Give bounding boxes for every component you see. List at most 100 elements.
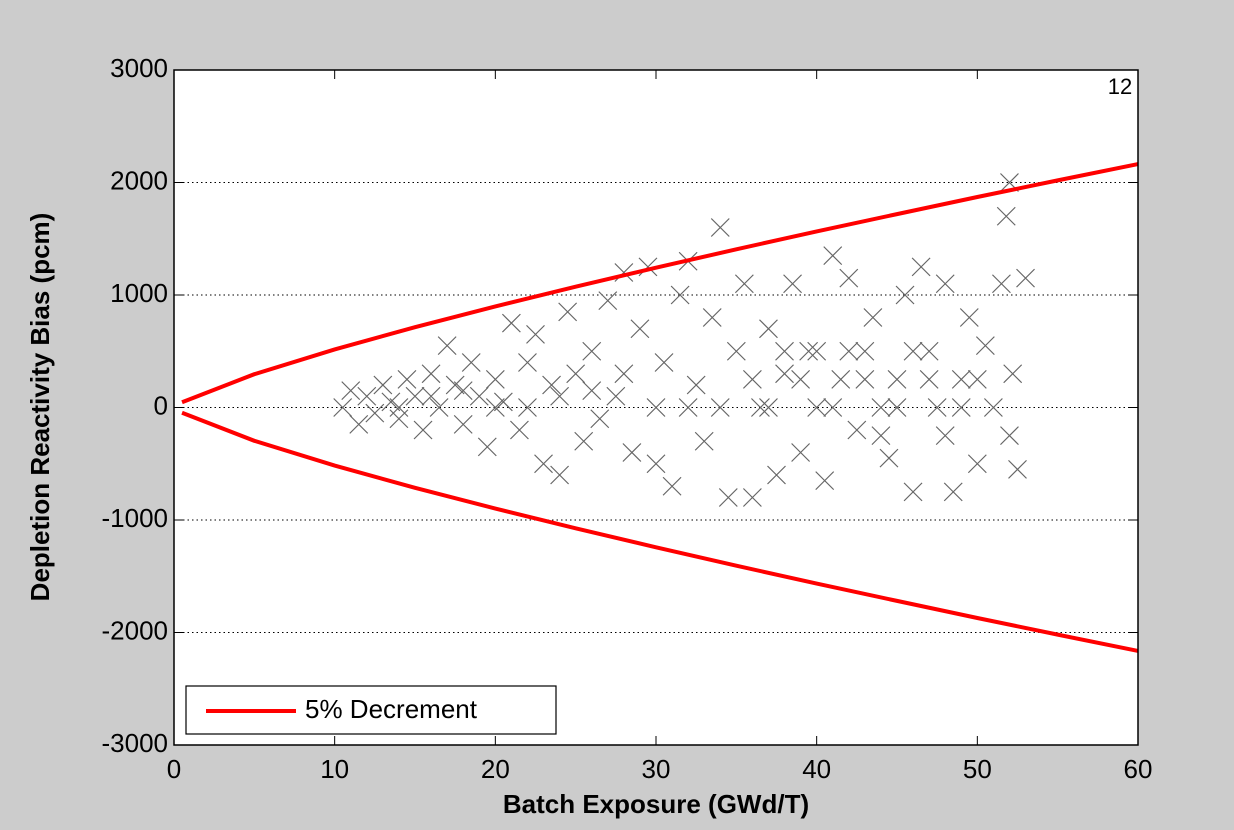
scatter-point [935, 274, 955, 294]
scatter-point [943, 482, 963, 502]
scatter-point [871, 426, 891, 446]
legend: 5% Decrement [185, 685, 557, 735]
scatter-point [791, 443, 811, 462]
scatter-point [823, 246, 843, 266]
scatter-point [678, 398, 698, 417]
scatter-point [871, 398, 891, 417]
legend-label: 5% Decrement [305, 694, 478, 724]
scatter-point [606, 386, 626, 406]
scatter-point [365, 403, 385, 423]
scatter-point [373, 375, 393, 395]
scatter-point [630, 319, 650, 339]
scatter-point [421, 386, 441, 406]
scatter-point [333, 398, 353, 417]
scatter-point [951, 369, 971, 389]
scatter-point [550, 465, 570, 485]
scatter-point [1000, 426, 1019, 446]
scatter-point [951, 398, 971, 417]
scatter-point [887, 398, 907, 417]
scatter-point [429, 398, 449, 417]
x-tick-label: 60 [1124, 754, 1153, 784]
scatter-point [919, 369, 939, 389]
x-axis-label: Batch Exposure (GWd/T) [503, 789, 809, 819]
scatter-point [518, 398, 537, 417]
scatter-point [742, 488, 762, 507]
scatter-point [405, 386, 425, 406]
y-tick-label: 2000 [110, 165, 168, 195]
scatter-point [759, 319, 778, 339]
scatter-point [518, 353, 537, 372]
scatter-point [919, 341, 939, 361]
scatter-point [389, 398, 409, 417]
y-tick-label: -2000 [102, 615, 169, 645]
scatter-point [996, 206, 1016, 226]
scatter-point [775, 364, 794, 384]
scatter-point [847, 420, 867, 440]
scatter-point [501, 313, 521, 333]
scatter-point [445, 375, 465, 395]
scatter-point [534, 454, 553, 474]
scatter-point [783, 274, 802, 294]
y-tick-label: 3000 [110, 53, 168, 83]
scatter-point [357, 386, 377, 406]
scatter-point [341, 381, 361, 401]
scatter-point [614, 364, 634, 384]
axes-box [173, 69, 1139, 746]
scatter-point [775, 341, 794, 361]
scatter-point [437, 336, 457, 356]
scatter-point [413, 420, 433, 440]
scatter-point [839, 341, 859, 361]
scatter-point [959, 308, 979, 327]
scatter-point [646, 398, 666, 417]
scatter-point [469, 386, 489, 406]
scatter-point [550, 386, 570, 406]
scatter-point [526, 324, 545, 344]
scatter-point [1003, 364, 1023, 384]
scatter-point [903, 341, 923, 361]
scatter-point [879, 448, 899, 468]
scatter-point [670, 285, 690, 305]
scatter-point [574, 431, 594, 451]
scatter-point [855, 369, 875, 389]
scatter-point [598, 291, 618, 311]
scatter-point [710, 218, 730, 237]
x-tick-label: 20 [481, 754, 510, 784]
scatter-point [839, 268, 859, 288]
scatter-point [558, 302, 578, 322]
scatter-point [927, 398, 947, 417]
scatter-point [975, 336, 995, 356]
scatter-point [349, 414, 369, 434]
scatter-point [855, 341, 875, 361]
scatter-point [992, 274, 1011, 294]
scatter-point [863, 308, 883, 327]
y-tick-label: -3000 [102, 728, 169, 758]
scatter-point [895, 285, 915, 305]
scatter-point [742, 369, 762, 389]
scatter-point [397, 369, 417, 389]
scatter-point [751, 398, 770, 417]
scatter-point [734, 274, 754, 294]
x-tick-label: 30 [642, 754, 671, 784]
scatter-point [453, 414, 473, 434]
scatter-point [815, 471, 835, 491]
scatter-point [807, 341, 827, 361]
scatter-point [799, 341, 819, 361]
scatter-point [485, 398, 505, 417]
scatter-point [702, 308, 722, 327]
scatter-point [566, 364, 586, 384]
scatter-point [967, 369, 987, 389]
scatter-point [1008, 459, 1027, 479]
scatter-point [807, 398, 827, 417]
scatter-point [582, 381, 602, 401]
scatter-point [759, 398, 778, 417]
scatter-point [911, 257, 931, 277]
scatter-point [887, 369, 907, 389]
scatter-point [823, 398, 843, 417]
y-tick-label: 0 [154, 390, 168, 420]
scatter-point [935, 426, 955, 446]
scatter-point [1016, 268, 1035, 288]
scatter-point [767, 465, 786, 485]
scatter-point [453, 381, 473, 401]
y-tick-label: 1000 [110, 278, 168, 308]
